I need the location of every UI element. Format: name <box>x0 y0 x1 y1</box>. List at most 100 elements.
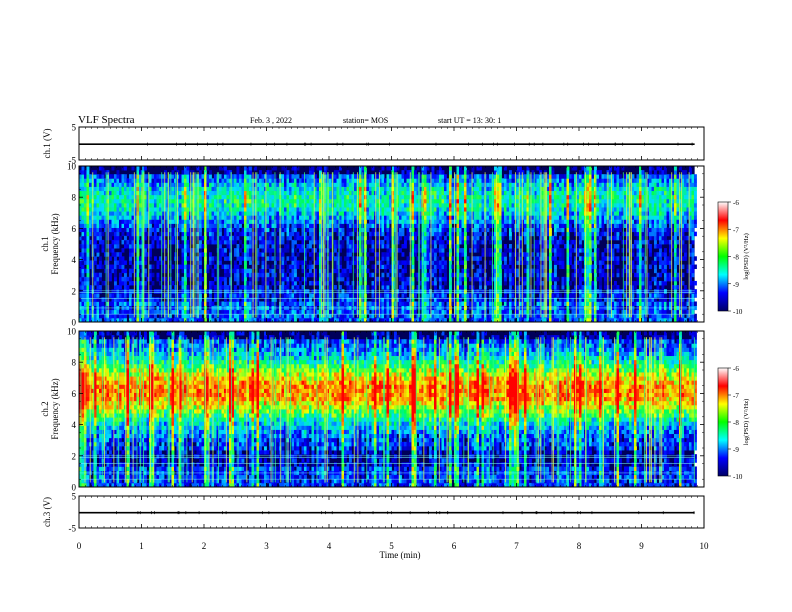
spectrogram-cell <box>234 276 237 282</box>
spectrogram-cell <box>386 244 390 249</box>
spectrogram-cell <box>111 190 115 196</box>
spectrogram-cell <box>304 252 307 257</box>
spectrogram-cell <box>219 215 222 220</box>
spectrogram-cell <box>346 186 350 192</box>
spectrogram-cell <box>306 194 310 200</box>
spectrogram-cell <box>346 178 350 183</box>
spectrogram-cell <box>211 178 215 183</box>
spectrogram-cell <box>441 313 445 319</box>
spectrogram-cell <box>434 182 437 187</box>
spectrogram-cell <box>151 178 155 183</box>
spectrogram-cell <box>164 239 167 245</box>
spectrogram-cell <box>399 297 402 302</box>
spectrogram-cell <box>341 244 345 249</box>
spectrogram-cell <box>369 190 372 196</box>
spectrogram-cell <box>456 248 460 253</box>
spectrogram-cell <box>131 248 135 253</box>
spectrogram-cell <box>256 289 260 294</box>
spectrogram-cell <box>159 239 162 245</box>
spectrogram-cell <box>424 276 427 282</box>
spectrogram-cell <box>396 297 400 302</box>
spectrogram-cell <box>329 202 332 208</box>
spectrogram-cell <box>201 289 205 294</box>
spectrogram-cell <box>339 272 342 278</box>
spectrogram-cell <box>386 256 390 261</box>
spectrogram-cell <box>81 248 85 253</box>
spectrogram-cell <box>354 178 357 183</box>
spectrogram-cell <box>246 297 250 302</box>
spectrogram-cell <box>89 178 92 183</box>
spectrogram-cell <box>404 178 407 183</box>
spectrogram-cell <box>294 174 297 179</box>
spectrogram-cell <box>151 264 155 270</box>
spectrogram-cell <box>271 227 275 233</box>
spectrogram-cell <box>119 235 122 241</box>
spectrogram-cell <box>124 223 127 228</box>
spectrogram-cell <box>86 231 90 237</box>
spectrogram-cell <box>94 276 97 282</box>
spectrogram-cell <box>176 207 180 212</box>
spectrogram-cell <box>181 289 185 294</box>
spectrogram-cell <box>446 207 450 212</box>
spectrogram-cell <box>119 194 122 200</box>
spectrogram-cell <box>134 272 137 278</box>
spectrogram-cell <box>259 227 262 233</box>
spectrogram-cell <box>84 276 87 282</box>
spectrogram-cell <box>266 182 270 187</box>
spectrogram-cell <box>424 244 427 249</box>
spectrogram-cell <box>436 215 440 220</box>
spectrogram-cell <box>454 289 457 294</box>
spectrogram-cell <box>439 223 442 228</box>
spectrogram-cell <box>184 280 187 286</box>
spectrogram-cell <box>441 260 445 265</box>
spectrogram-cell <box>269 219 272 224</box>
spectrogram-cell <box>274 207 277 212</box>
spectrogram-cell <box>161 264 165 270</box>
spectrogram-cell <box>274 174 277 179</box>
spectrogram-cell <box>249 309 252 315</box>
spectrogram-cell <box>376 186 380 192</box>
spectrogram-cell <box>334 256 337 261</box>
spectrogram-cell <box>319 309 322 315</box>
spectrogram-cell <box>414 219 417 224</box>
spectrogram-cell <box>304 317 307 323</box>
spectrogram-cell <box>171 231 175 237</box>
spectrogram-cell <box>231 178 235 183</box>
spectrogram-cell <box>164 309 167 315</box>
spectrogram-cell <box>371 313 375 319</box>
spectrogram-cell <box>449 194 452 200</box>
spectrogram-cell <box>209 256 212 261</box>
spectrogram-cell <box>201 276 205 282</box>
spectrogram-cell <box>146 219 150 224</box>
spectrogram-cell <box>376 190 380 196</box>
spectrogram-cell <box>456 190 460 196</box>
spectrogram-cell <box>319 264 322 270</box>
spectrogram-cell <box>391 166 395 171</box>
spectrogram-cell <box>454 182 457 187</box>
spectrogram-cell <box>261 227 265 233</box>
spectrogram-cell <box>116 190 120 196</box>
spectrogram-cell <box>411 174 415 179</box>
spectrogram-cell <box>389 231 392 237</box>
spectrogram-cell <box>431 280 435 286</box>
spectrogram-cell <box>404 235 407 241</box>
spectrogram-cell <box>206 178 210 183</box>
spectrogram-cell <box>294 260 297 265</box>
spectrogram-cell <box>179 211 182 216</box>
spectrogram-cell <box>424 239 427 245</box>
y-tick-label: -5 <box>69 156 77 166</box>
spectrogram-cell <box>256 186 260 192</box>
spectrogram-cell <box>441 317 445 323</box>
spectrogram-cell <box>134 301 137 306</box>
spectrogram-cell <box>151 174 155 179</box>
spectrogram-cell <box>119 202 122 208</box>
spectrogram-cell <box>314 231 317 237</box>
spectrogram-cell <box>221 207 225 212</box>
spectrogram-cell <box>381 178 385 183</box>
spectrogram-cell <box>129 174 132 179</box>
spectrogram-cell <box>266 211 270 216</box>
spectrogram-cell <box>186 227 190 233</box>
spectrogram-cell <box>291 293 295 298</box>
spectrogram-cell <box>454 252 457 257</box>
spectrogram-cell <box>446 194 450 200</box>
